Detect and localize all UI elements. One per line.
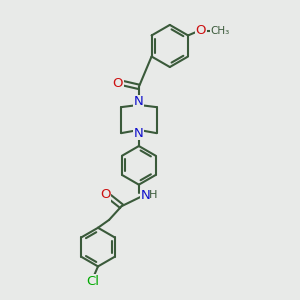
Text: O: O xyxy=(112,76,123,90)
Text: O: O xyxy=(196,25,206,38)
Text: N: N xyxy=(141,189,151,202)
Text: Cl: Cl xyxy=(86,275,99,288)
Text: H: H xyxy=(149,190,158,200)
Text: N: N xyxy=(134,127,144,140)
Text: CH₃: CH₃ xyxy=(210,26,230,36)
Text: N: N xyxy=(134,95,144,108)
Text: O: O xyxy=(100,188,110,201)
